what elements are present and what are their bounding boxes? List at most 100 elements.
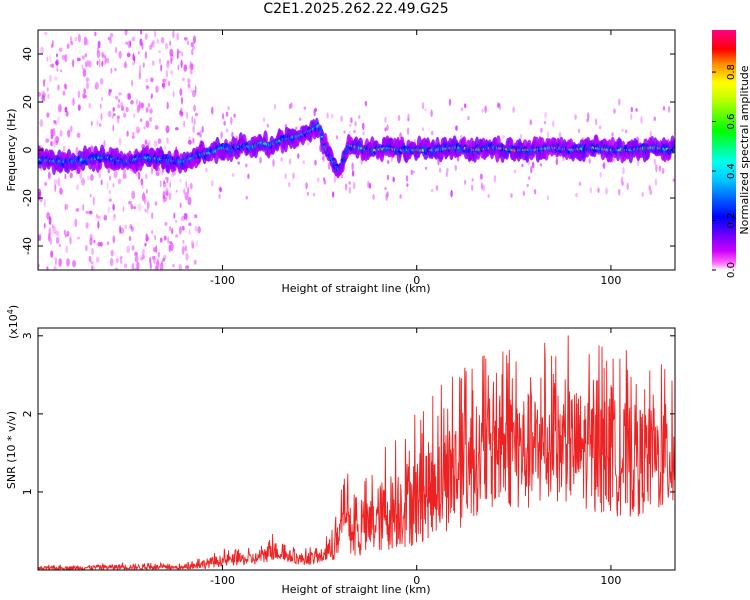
noise-speck <box>231 131 234 138</box>
noise-speck <box>635 108 638 112</box>
noise-speck <box>159 237 163 243</box>
noise-speck <box>321 156 325 160</box>
noise-speck <box>384 116 387 123</box>
noise-speck <box>189 89 193 93</box>
noise-speck <box>527 176 531 180</box>
snr-ticks: -100 0 100 1 2 3 <box>21 328 675 587</box>
noise-speck <box>546 131 550 138</box>
noise-speck <box>191 115 194 124</box>
noise-speck <box>344 183 348 191</box>
noise-speck <box>82 68 87 77</box>
noise-speck <box>221 113 225 120</box>
noise-speck <box>120 255 123 260</box>
colorbar-tick-label: 0.2 <box>726 213 737 229</box>
noise-speck <box>546 195 550 200</box>
noise-speck <box>57 177 61 187</box>
noise-speck <box>166 101 169 110</box>
noise-speck <box>133 56 136 63</box>
noise-speck <box>330 113 334 119</box>
noise-speck <box>164 176 169 180</box>
noise-speck <box>88 60 92 68</box>
noise-speck <box>165 125 170 134</box>
noise-speck <box>144 51 148 59</box>
noise-speck <box>575 192 578 198</box>
noise-speck <box>653 158 657 166</box>
noise-speck <box>188 79 190 87</box>
noise-speck <box>667 105 671 113</box>
noise-speck <box>165 187 169 196</box>
noise-speck <box>196 132 201 136</box>
noise-speck <box>132 62 135 66</box>
noise-speck <box>154 235 157 240</box>
noise-speck <box>353 129 356 134</box>
noise-speck <box>497 102 500 108</box>
noise-speck <box>179 88 183 96</box>
noise-speck <box>139 38 143 46</box>
noise-speck <box>130 204 134 210</box>
noise-speck <box>188 136 191 145</box>
noise-speck <box>176 32 180 41</box>
noise-speck <box>480 174 484 180</box>
noise-speck <box>65 245 69 254</box>
noise-speck <box>640 115 643 124</box>
noise-speck <box>464 103 467 109</box>
noise-speck <box>63 229 66 235</box>
noise-speck <box>162 190 166 199</box>
noise-speck <box>169 48 174 57</box>
noise-speck <box>314 159 317 166</box>
noise-speck <box>147 201 150 209</box>
noise-speck <box>51 128 56 137</box>
noise-speck <box>100 179 103 186</box>
noise-speck <box>187 186 189 195</box>
x-tick-label: 100 <box>600 274 621 287</box>
noise-speck <box>446 167 449 173</box>
noise-speck <box>108 198 112 202</box>
noise-speck <box>58 103 62 113</box>
noise-speck <box>50 250 54 258</box>
noise-speck <box>135 172 138 176</box>
snr-panel: -100 0 100 1 2 3 Height of straight line (km)… <box>5 305 676 596</box>
noise-speck <box>130 100 134 105</box>
colorbar-tick-label: 0.4 <box>726 163 737 179</box>
noise-speck <box>349 123 352 127</box>
noise-speck <box>70 35 72 43</box>
noise-speck <box>161 82 166 88</box>
snr-line <box>38 335 675 570</box>
colorbar-gradient <box>712 30 736 270</box>
noise-speck <box>65 110 69 117</box>
noise-speck <box>82 93 86 99</box>
noise-speck <box>151 40 156 44</box>
noise-speck <box>155 244 158 254</box>
noise-speck <box>157 138 162 144</box>
noise-speck <box>156 258 159 265</box>
noise-speck <box>144 33 148 40</box>
noise-speck <box>181 51 183 57</box>
noise-speck <box>179 202 182 208</box>
noise-speck <box>237 161 240 165</box>
noise-speck <box>191 242 195 249</box>
noise-speck <box>108 190 112 195</box>
noise-speck <box>170 70 174 75</box>
noise-speck <box>178 226 182 235</box>
noise-speck <box>335 135 339 140</box>
noise-speck <box>149 256 152 265</box>
noise-speck <box>192 137 195 144</box>
noise-speck <box>92 265 96 270</box>
noise-speck <box>529 119 532 126</box>
noise-speck <box>323 179 326 185</box>
noise-speck <box>58 258 62 267</box>
noise-speck <box>154 30 157 38</box>
noise-speck <box>117 178 122 185</box>
noise-speck <box>187 40 189 46</box>
noise-speck <box>110 249 114 257</box>
noise-speck <box>131 36 136 42</box>
noise-speck <box>139 118 143 123</box>
chart-title: C2E1.2025.262.22.49.G25 <box>263 1 449 17</box>
noise-speck <box>89 233 93 241</box>
noise-speck <box>189 63 193 70</box>
noise-speck <box>138 105 142 110</box>
noise-speck <box>191 48 194 56</box>
colorbar-label: Normalized spectral amplitude <box>738 65 750 234</box>
spectrogram-ylabel: Frequency (Hz) <box>5 109 18 192</box>
